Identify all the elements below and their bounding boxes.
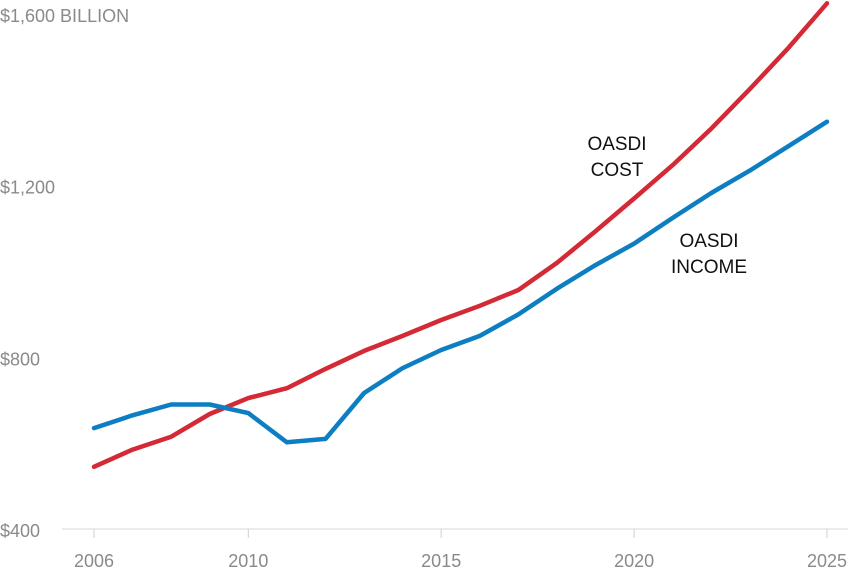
y-tick-label: $1,600 BILLION	[0, 6, 129, 26]
x-tick-label: 2020	[614, 551, 654, 571]
series-line-oasdi-income	[91, 119, 830, 445]
series-lines	[91, 1, 830, 470]
y-tick-label: $1,200	[0, 178, 55, 198]
x-tick-label: 2025	[807, 551, 847, 571]
y-tick-label: $800	[0, 349, 40, 369]
x-tick-label: 2006	[74, 551, 114, 571]
series-label-line: OASDI	[679, 231, 738, 252]
y-axis-ticks: $400 $800 $1,200 $1,600 BILLION	[0, 6, 129, 541]
series-label-oasdi-cost: OASDI COST	[587, 134, 646, 181]
y-tick-label: $400	[0, 521, 40, 541]
series-labels: OASDI COST OASDI INCOME	[587, 134, 747, 278]
series-label-line: COST	[591, 160, 644, 181]
x-axis-ticks: 2006 2010 2015 2020 2025	[74, 529, 847, 571]
series-label-line: INCOME	[671, 257, 747, 278]
series-label-oasdi-income: OASDI INCOME	[671, 231, 747, 278]
series-line-oasdi-cost	[91, 1, 830, 470]
series-label-line: OASDI	[587, 134, 646, 155]
x-tick-label: 2015	[421, 551, 461, 571]
x-tick-label: 2010	[228, 551, 268, 571]
